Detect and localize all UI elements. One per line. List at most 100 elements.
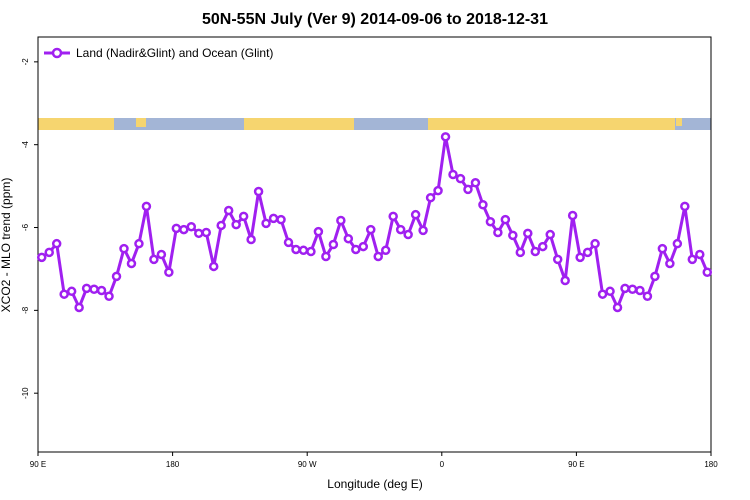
data-point — [186, 221, 197, 232]
data-point — [51, 238, 62, 249]
data-point — [410, 209, 421, 220]
data-point — [552, 254, 563, 265]
legend: Land (Nadir&Glint) and Ocean (Glint) — [44, 46, 273, 60]
data-point — [567, 210, 578, 221]
data-point — [59, 289, 69, 299]
x-tick-label: 180 — [704, 460, 718, 469]
x-tick-label: 90 E — [30, 460, 46, 469]
data-point — [642, 291, 653, 302]
data-point — [373, 251, 383, 262]
data-point — [89, 284, 99, 294]
data-point — [96, 285, 107, 296]
data-point — [74, 302, 84, 313]
data-point — [156, 249, 167, 260]
data-point — [351, 244, 361, 255]
plot-frame — [37, 36, 712, 453]
data-point — [515, 247, 526, 258]
data-point — [635, 285, 645, 296]
data-point — [433, 185, 443, 196]
x-tick-label: 0 — [440, 460, 445, 469]
data-point — [493, 227, 503, 238]
legend-label: Land (Nadir&Glint) and Ocean (Glint) — [76, 46, 273, 60]
data-point — [44, 247, 54, 258]
data-point — [523, 228, 533, 239]
data-point — [104, 291, 114, 302]
data-point — [336, 215, 346, 226]
data-point — [291, 244, 301, 255]
data-point — [612, 302, 623, 313]
series-line — [40, 136, 709, 312]
data-point — [500, 214, 511, 225]
data-point — [478, 199, 488, 210]
data-point — [395, 224, 406, 235]
data-point — [448, 169, 458, 180]
data-point — [36, 252, 47, 263]
x-tick-label: 180 — [166, 460, 180, 469]
data-point — [231, 219, 241, 230]
data-point — [560, 275, 570, 286]
data-point — [590, 238, 600, 249]
data-point — [582, 247, 593, 258]
data-point — [470, 178, 481, 188]
data-point — [261, 218, 271, 229]
data-point — [216, 220, 226, 231]
y-tick-label: -6 — [21, 223, 30, 231]
data-point — [194, 228, 204, 239]
data-point — [201, 227, 211, 238]
data-point — [149, 254, 159, 265]
data-point — [545, 229, 555, 240]
data-point — [695, 249, 705, 260]
data-point — [358, 241, 369, 252]
data-point — [298, 245, 309, 256]
data-point — [246, 234, 256, 245]
data-point — [657, 243, 668, 254]
data-point — [276, 214, 286, 225]
data-point — [81, 283, 92, 294]
x-axis-label: Longitude (deg E) — [327, 477, 422, 491]
data-point — [425, 192, 436, 203]
data-point — [268, 213, 279, 224]
y-tick-label: -10 — [21, 387, 30, 399]
data-point — [463, 184, 473, 195]
data-point — [508, 230, 518, 241]
data-point — [366, 224, 376, 235]
data-point — [680, 201, 690, 212]
data-point — [485, 216, 496, 227]
data-point — [343, 233, 354, 244]
data-point — [328, 239, 339, 250]
data-point — [687, 254, 698, 265]
data-point — [119, 243, 129, 254]
data-point — [66, 286, 77, 297]
data-point — [627, 284, 638, 294]
data-point — [164, 267, 174, 277]
data-point — [605, 286, 615, 297]
y-tick-label: -4 — [21, 141, 30, 149]
data-point — [418, 225, 428, 236]
data-point — [672, 238, 683, 249]
data-point — [313, 226, 324, 237]
data-point — [134, 238, 144, 249]
chart-title: 50N-55N July (Ver 9) 2014-09-06 to 2018-… — [202, 11, 548, 28]
data-point — [650, 271, 660, 282]
data-point — [530, 246, 541, 257]
data-point — [665, 258, 675, 269]
x-tick-label: 90 W — [298, 460, 317, 469]
y-tick-label: -2 — [21, 58, 30, 66]
y-axis-label: XCO2 - MLO trend (ppm) — [0, 178, 13, 313]
data-point — [126, 258, 137, 269]
x-tick-label: 90 E — [568, 460, 584, 469]
data-point — [388, 211, 398, 222]
data-point — [171, 223, 182, 234]
data-point — [403, 229, 413, 240]
data-point — [208, 261, 219, 272]
data-point — [620, 283, 630, 294]
legend-marker — [51, 47, 63, 59]
data-point — [440, 132, 451, 142]
data-point — [111, 271, 122, 282]
data-point — [597, 289, 608, 299]
data-point — [238, 211, 249, 222]
data-point — [306, 246, 316, 257]
data-point — [380, 245, 391, 256]
data-point — [223, 205, 234, 216]
